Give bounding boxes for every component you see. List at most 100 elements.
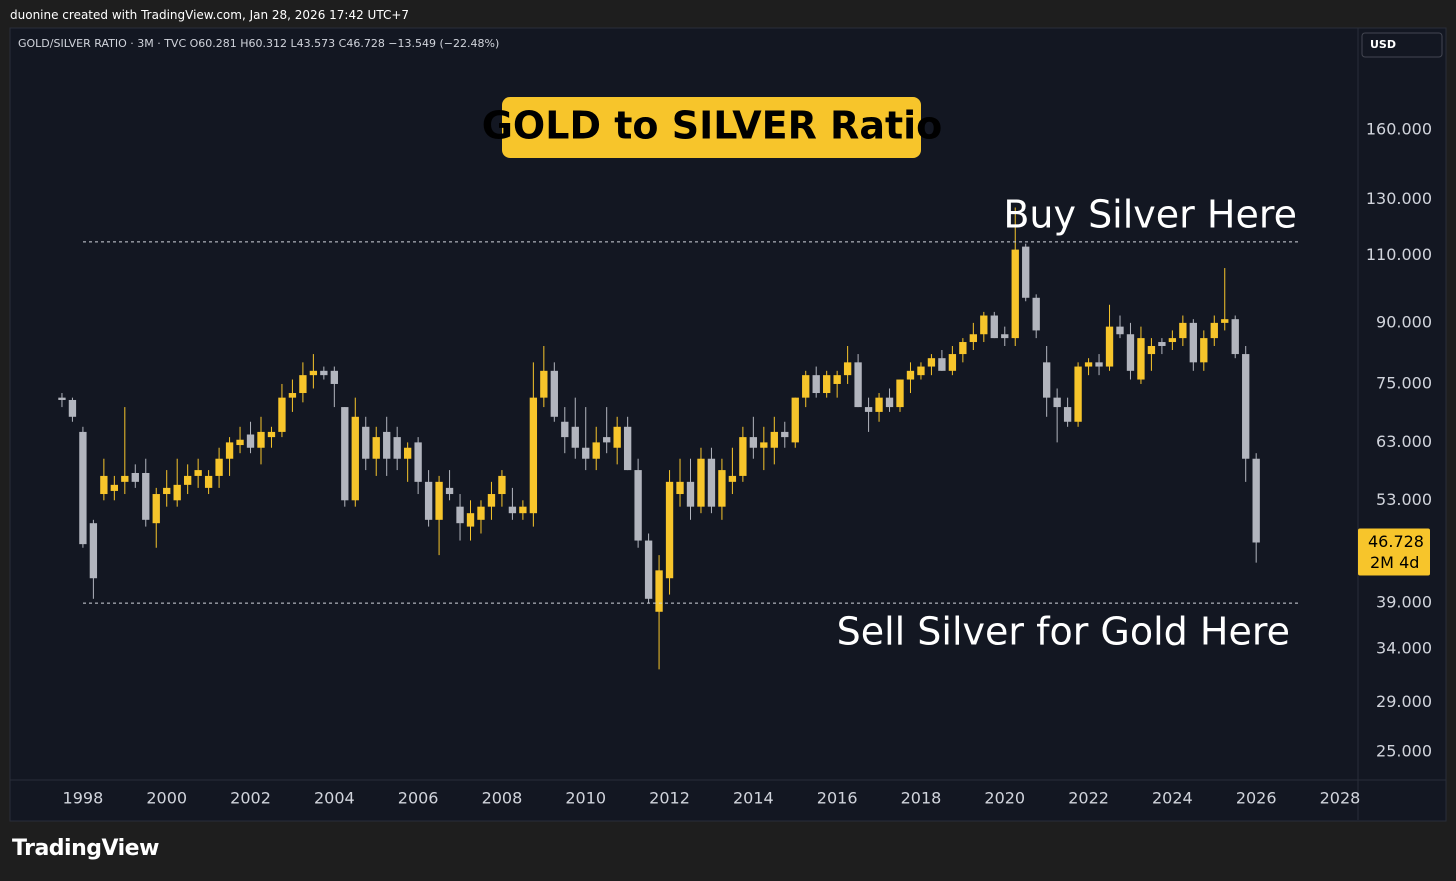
candle-body (487, 494, 496, 507)
candle-body (885, 397, 894, 408)
candle-body (414, 442, 422, 482)
candle-body (561, 421, 569, 438)
candle-body (812, 375, 820, 394)
y-tick-label: 160.000 (1366, 120, 1432, 139)
candle-body (728, 475, 737, 482)
x-tick-label: 2028 (1320, 789, 1361, 808)
candle-body (372, 437, 380, 459)
candle-body (927, 358, 936, 367)
chart-background (9, 27, 1447, 822)
y-tick-label: 130.000 (1366, 189, 1432, 208)
candle-body (540, 370, 548, 398)
x-tick-label: 2002 (230, 789, 271, 808)
candle-body (1252, 458, 1260, 543)
candle-body (1042, 362, 1051, 398)
candle-body (676, 481, 684, 495)
candle-body (100, 475, 108, 495)
candle-body (1168, 338, 1177, 343)
candle-body (267, 431, 276, 438)
candle-body (1210, 322, 1218, 339)
candle-body (823, 375, 831, 394)
x-tick-label: 2004 (314, 789, 355, 808)
candle-body (236, 439, 244, 446)
candle-body (529, 397, 538, 514)
candle-body (1032, 297, 1040, 331)
level-annotation: Sell Silver for Gold Here (837, 610, 1290, 654)
currency-button[interactable] (1361, 32, 1443, 58)
candle-body (1126, 334, 1135, 371)
candle-body (225, 442, 234, 459)
candle-body (550, 370, 558, 417)
chart-title: GOLD to SILVER Ratio (482, 104, 943, 148)
candle-body (173, 484, 181, 501)
candle-body (906, 370, 915, 380)
candle-body (330, 370, 338, 384)
y-tick-label: 90.000 (1376, 312, 1432, 331)
candle-body (749, 437, 758, 448)
candle-body (760, 442, 768, 448)
x-tick-label: 2012 (649, 789, 690, 808)
candle-body (1242, 354, 1250, 459)
candle-body (1053, 397, 1061, 408)
candle-body (79, 431, 87, 545)
candle-body (435, 481, 443, 520)
candle-body (1158, 342, 1166, 346)
candle-body (466, 513, 475, 527)
candle-body (1074, 366, 1082, 422)
candle-body (1231, 319, 1239, 355)
candle-body (634, 470, 642, 541)
candle-body (938, 358, 946, 371)
x-tick-label: 2014 (733, 789, 774, 808)
candle-body (802, 375, 810, 398)
candle-body (131, 472, 139, 482)
candle-body (68, 399, 77, 417)
x-tick-label: 2022 (1068, 789, 1109, 808)
x-tick-label: 2000 (146, 789, 187, 808)
candle-body (781, 431, 789, 438)
candle-body (1221, 319, 1229, 323)
candle-body (341, 407, 349, 501)
candle-body (791, 397, 799, 443)
candle-body (833, 375, 841, 384)
candle-body (969, 334, 978, 343)
candle-body (1001, 334, 1009, 339)
candle-body (655, 570, 663, 612)
y-tick-label: 63.000 (1376, 432, 1432, 451)
x-tick-label: 2020 (984, 789, 1025, 808)
currency-label[interactable]: USD (1370, 38, 1396, 51)
candle-body (571, 426, 579, 448)
candle-body (183, 475, 192, 485)
candle-body (1011, 249, 1019, 339)
candle-body (854, 362, 862, 408)
candle-body (351, 416, 359, 501)
candle-body (948, 354, 957, 371)
last-price-box (1358, 528, 1430, 576)
candle-body (718, 470, 726, 507)
candle-body (697, 458, 705, 507)
candle-body (875, 397, 883, 412)
candle-body (686, 481, 695, 507)
candle-body (142, 472, 150, 520)
candle-body (445, 487, 454, 495)
candle-body (1189, 322, 1197, 363)
candle-body (864, 407, 873, 412)
candle-body (613, 426, 621, 448)
candle-body (152, 494, 160, 524)
x-tick-label: 2016 (817, 789, 858, 808)
candle-body (959, 342, 967, 355)
candle-body (896, 379, 904, 408)
candle-body (89, 523, 98, 579)
candle-body (623, 426, 632, 471)
candle-body (1179, 322, 1187, 339)
candle-body (1116, 326, 1124, 335)
title-box (502, 97, 921, 158)
candle-body (603, 437, 611, 443)
candle-body (110, 484, 119, 491)
candle-body (383, 431, 391, 459)
y-tick-label: 29.000 (1376, 692, 1432, 711)
candle-body (309, 370, 318, 376)
x-tick-label: 2018 (901, 789, 942, 808)
y-tick-label: 75.000 (1376, 373, 1432, 392)
candle-body (917, 366, 925, 376)
candle-body (508, 506, 517, 514)
